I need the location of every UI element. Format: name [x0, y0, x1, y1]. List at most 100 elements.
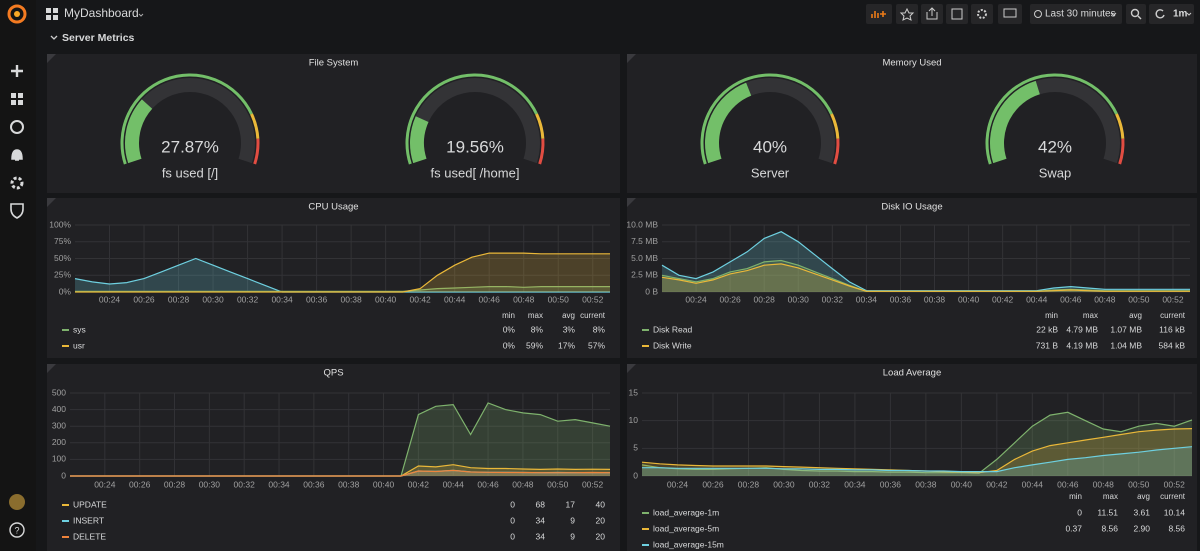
- x-tick-label: 00:38: [915, 479, 937, 489]
- y-tick-label: 2.5 MB: [631, 270, 658, 280]
- gauge-name: fs used [/]: [162, 165, 218, 180]
- save-button[interactable]: [946, 4, 968, 24]
- y-tick-label: 25%: [54, 270, 71, 280]
- configuration-icon[interactable]: [10, 176, 24, 190]
- x-tick-label: 00:48: [512, 479, 534, 489]
- legend-stat: 9: [570, 531, 575, 541]
- y-tick-label: 75%: [54, 236, 71, 246]
- series-area: [70, 470, 610, 476]
- legend-stat: 0: [510, 499, 515, 509]
- grafana-logo[interactable]: [7, 4, 27, 24]
- legend-stat: 0: [1077, 507, 1082, 517]
- admin-icon[interactable]: [10, 203, 24, 219]
- toolbar: Last 30 minutes 1m: [866, 4, 1194, 24]
- legend-stat: 584 kB: [1159, 340, 1186, 350]
- panel: [627, 364, 1197, 551]
- gauge-value: 19.56%: [446, 137, 504, 156]
- gauge-value-arc: [705, 82, 752, 164]
- dashboard-title[interactable]: MyDashboard: [64, 6, 139, 20]
- view-mode-button[interactable]: [998, 4, 1022, 24]
- alerting-icon[interactable]: [11, 149, 23, 161]
- create-icon[interactable]: [11, 65, 23, 77]
- x-tick-label: 00:30: [788, 294, 810, 304]
- user-avatar[interactable]: [9, 494, 25, 510]
- zoom-out-button[interactable]: [1126, 4, 1146, 24]
- legend-column-header: min: [502, 311, 515, 320]
- gauge-name: fs used[ /home]: [431, 165, 520, 180]
- x-tick-label: 00:36: [890, 294, 912, 304]
- x-tick-label: 00:30: [202, 294, 224, 304]
- legend-stat: 0.37: [1065, 523, 1082, 533]
- legend-stat: 20: [596, 515, 606, 525]
- x-tick-label: 00:44: [1022, 479, 1044, 489]
- gauge-name: Server: [751, 165, 790, 180]
- row-title[interactable]: Server Metrics: [62, 32, 135, 44]
- legend-stat: 1.07 MB: [1110, 324, 1142, 334]
- legend-stat: 0%: [503, 340, 516, 350]
- panel-title: File System: [309, 58, 359, 69]
- explore-icon[interactable]: [10, 120, 24, 134]
- x-tick-label: 00:50: [548, 294, 570, 304]
- x-tick-label: 00:26: [702, 479, 724, 489]
- x-tick-label: 00:30: [773, 479, 795, 489]
- legend-stat: 8%: [593, 324, 606, 334]
- y-tick-label: 7.5 MB: [631, 236, 658, 246]
- panel-info-corner: [47, 54, 56, 63]
- sidebar: [0, 0, 36, 551]
- help-icon[interactable]: [9, 522, 25, 538]
- legend-stat: 0: [510, 531, 515, 541]
- legend-name: load_average-15m: [653, 539, 724, 549]
- legend-name: sys: [73, 324, 86, 334]
- panel-info-corner: [627, 54, 636, 63]
- x-tick-label: 00:40: [958, 294, 980, 304]
- x-tick-label: 00:48: [513, 294, 535, 304]
- help-mark: ?: [14, 525, 19, 535]
- gauge-value: 42%: [1038, 137, 1072, 156]
- y-tick-label: 0%: [59, 286, 72, 296]
- row-chevron[interactable]: [50, 35, 58, 40]
- legend-stat: 0%: [503, 324, 516, 334]
- series-area: [642, 412, 1192, 476]
- x-tick-label: 00:44: [443, 479, 465, 489]
- gauge-threshold: [1118, 138, 1125, 165]
- gauge-value-arc: [125, 99, 153, 164]
- x-tick-label: 00:52: [1162, 294, 1184, 304]
- settings-button[interactable]: [971, 4, 993, 24]
- x-tick-label: 00:30: [199, 479, 221, 489]
- y-tick-label: 100%: [49, 219, 71, 229]
- x-tick-label: 00:28: [168, 294, 190, 304]
- series-line: [642, 446, 1193, 473]
- series-area: [70, 470, 610, 476]
- legend-column-header: current: [1160, 311, 1186, 320]
- legend-stat: 34: [536, 515, 546, 525]
- y-tick-label: 300: [52, 420, 66, 430]
- series-area: [75, 253, 610, 292]
- x-tick-label: 00:38: [924, 294, 946, 304]
- x-tick-label: 00:32: [809, 479, 831, 489]
- x-tick-label: 00:26: [133, 294, 155, 304]
- star-button[interactable]: [896, 4, 918, 24]
- legend-stat: 17%: [558, 340, 575, 350]
- legend-stat: 34: [536, 531, 546, 541]
- legend-stat: 57%: [588, 340, 605, 350]
- time-picker[interactable]: [1030, 4, 1122, 24]
- add-panel-button[interactable]: [866, 4, 892, 24]
- y-tick-label: 500: [52, 387, 66, 397]
- dashboards-icon[interactable]: [11, 93, 23, 105]
- panel-title: Memory Used: [882, 58, 941, 69]
- legend-column-header: min: [1069, 492, 1082, 501]
- x-tick-label: 00:36: [306, 294, 328, 304]
- x-tick-label: 00:46: [1060, 294, 1082, 304]
- x-tick-label: 00:52: [582, 294, 604, 304]
- series-line: [70, 469, 611, 477]
- y-tick-label: 200: [52, 437, 66, 447]
- legend-column-header: max: [1103, 492, 1118, 501]
- legend-stat: 11.51: [1097, 507, 1118, 517]
- legend-stat: 68: [536, 499, 546, 509]
- legend-column-header: max: [528, 311, 543, 320]
- x-tick-label: 00:34: [844, 479, 866, 489]
- refresh-button[interactable]: [1149, 4, 1194, 24]
- x-tick-label: 00:38: [340, 294, 362, 304]
